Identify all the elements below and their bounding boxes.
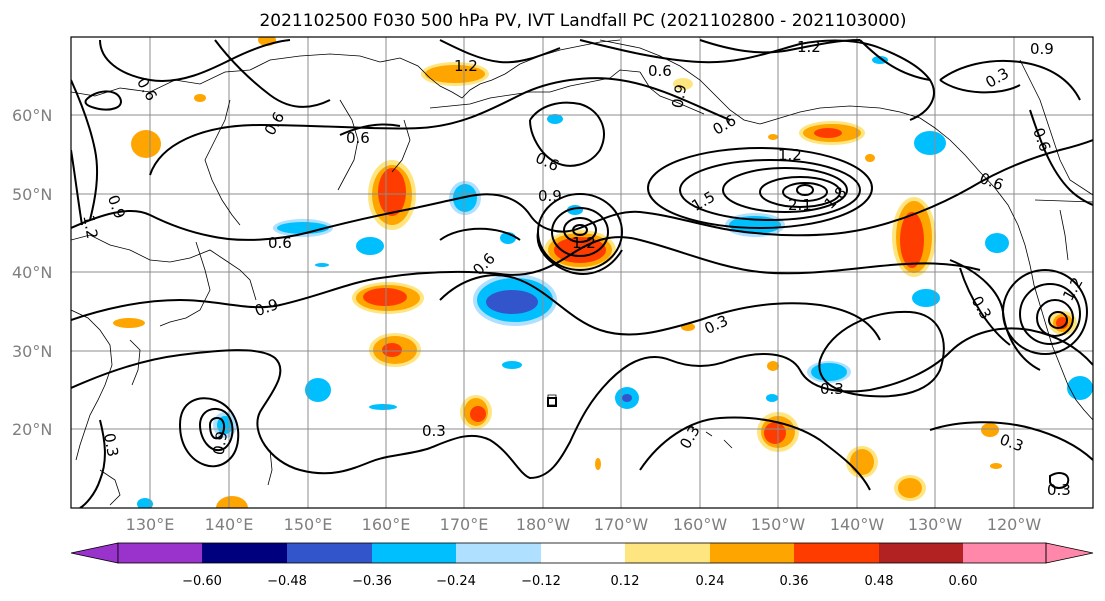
lon-label: 130°W	[908, 515, 963, 534]
colorbar-tick-label: 0.48	[865, 574, 894, 589]
contour-label: 2.1	[788, 196, 812, 214]
contour-label: 0.9	[209, 430, 231, 457]
colorbar-ticks: −0.60 −0.48 −0.36 −0.24 −0.12 0.12 0.24 …	[182, 574, 977, 589]
colorbar-segment	[963, 543, 1046, 563]
lon-label: 160°W	[673, 515, 728, 534]
colorbar-segment	[287, 543, 372, 563]
colorbar-tick-label: −0.24	[436, 574, 476, 589]
lat-label: 20°N	[12, 420, 52, 439]
contour-label: 0.3	[1047, 481, 1071, 499]
colorbar-tick-label: −0.12	[521, 574, 561, 589]
lon-label: 160°E	[362, 515, 411, 534]
longitude-labels: 130°E 140°E 150°E 160°E 170°E 180°W 170°…	[126, 515, 1042, 534]
lat-label: 60°N	[12, 106, 52, 125]
map-frame	[70, 36, 1094, 509]
contour-label: 0.6	[346, 129, 370, 147]
lat-label: 40°N	[12, 263, 52, 282]
contour-label: 0.9	[668, 83, 690, 110]
contour-label: 1.2	[454, 57, 478, 75]
lon-label: 140°W	[830, 515, 885, 534]
colorbar-outline	[117, 542, 1047, 564]
shaded-anomalies	[113, 37, 1093, 508]
colorbar-segment	[202, 543, 287, 563]
contour-label: 0.6	[268, 234, 292, 252]
pv-contours	[71, 39, 1093, 508]
lon-label: 180°W	[516, 515, 571, 534]
colorbar-segment	[372, 543, 456, 563]
colorbar-segment	[118, 543, 202, 563]
colorbar-tick-label: 0.36	[780, 574, 809, 589]
colorbar-segment	[879, 543, 963, 563]
colorbar-tick-label: 0.24	[696, 574, 725, 589]
graticule	[71, 37, 1093, 508]
colorbar-tick-label: −0.48	[267, 574, 307, 589]
contour-label: 1.2	[79, 214, 101, 241]
colorbar-tick-label: −0.60	[182, 574, 222, 589]
lon-label: 150°E	[284, 515, 333, 534]
lat-label: 50°N	[12, 185, 52, 204]
contour-label: 1.2	[797, 38, 821, 56]
colorbar-extension-low	[70, 542, 119, 564]
colorbar-segment	[710, 543, 794, 563]
contour-label: 0.9	[1030, 40, 1054, 58]
colorbar-segment	[456, 543, 541, 563]
contour-label: 1.2	[778, 146, 802, 164]
contour-label: 1.2	[572, 234, 596, 252]
map-title: 2021102500 F030 500 hPa PV, IVT Landfall…	[259, 11, 906, 31]
colorbar-segment	[794, 543, 879, 563]
latitude-labels: 60°N 50°N 40°N 30°N 20°N	[12, 106, 52, 439]
contour-label: 0.3	[820, 380, 844, 398]
lon-label: 140°E	[205, 515, 254, 534]
colorbar-tick-label: 0.12	[611, 574, 640, 589]
contour-label: 0.3	[100, 432, 122, 459]
lon-label: 150°W	[751, 515, 806, 534]
coastlines	[71, 39, 1093, 506]
lon-label: 120°W	[987, 515, 1042, 534]
colorbar-tick-label: 0.60	[949, 574, 978, 589]
lon-label: 170°W	[594, 515, 649, 534]
colorbar-tick-label: −0.36	[352, 574, 392, 589]
colorbar-segment	[625, 543, 710, 563]
contour-label: 0.3	[422, 422, 446, 440]
contour-label: 0.9	[538, 187, 562, 205]
lon-label: 170°E	[440, 515, 489, 534]
colorbar	[70, 542, 1094, 564]
colorbar-segment	[541, 543, 625, 563]
contour-label: 0.6	[648, 62, 672, 80]
lat-label: 30°N	[12, 342, 52, 361]
colorbar-extension-high	[1045, 542, 1094, 564]
lon-label: 130°E	[126, 515, 175, 534]
